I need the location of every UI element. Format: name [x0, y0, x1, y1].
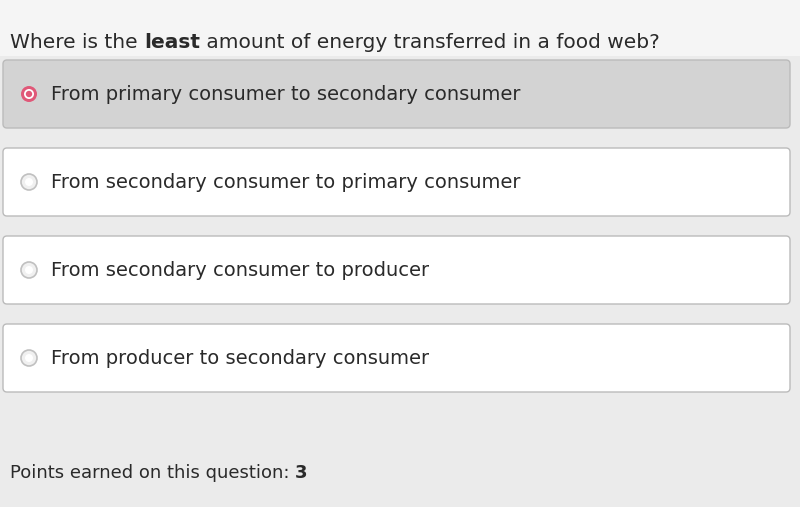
Circle shape — [21, 350, 37, 366]
Text: From producer to secondary consumer: From producer to secondary consumer — [51, 348, 429, 368]
Text: amount of energy transferred in a food web?: amount of energy transferred in a food w… — [200, 32, 660, 52]
Circle shape — [21, 86, 37, 102]
Text: Where is the: Where is the — [10, 32, 144, 52]
Circle shape — [25, 354, 33, 362]
Circle shape — [26, 91, 32, 97]
FancyBboxPatch shape — [3, 324, 790, 392]
FancyBboxPatch shape — [3, 148, 790, 216]
Text: From primary consumer to secondary consumer: From primary consumer to secondary consu… — [51, 85, 521, 103]
Text: least: least — [144, 32, 200, 52]
Text: 3: 3 — [295, 464, 308, 482]
Circle shape — [25, 266, 33, 274]
FancyBboxPatch shape — [3, 60, 790, 128]
Circle shape — [21, 262, 37, 278]
Circle shape — [21, 174, 37, 190]
Circle shape — [24, 89, 34, 99]
Bar — [0, 0, 800, 56]
FancyBboxPatch shape — [3, 236, 790, 304]
Text: Points earned on this question:: Points earned on this question: — [10, 464, 295, 482]
Circle shape — [25, 178, 33, 186]
Text: From secondary consumer to producer: From secondary consumer to producer — [51, 261, 429, 279]
Text: From secondary consumer to primary consumer: From secondary consumer to primary consu… — [51, 172, 521, 192]
